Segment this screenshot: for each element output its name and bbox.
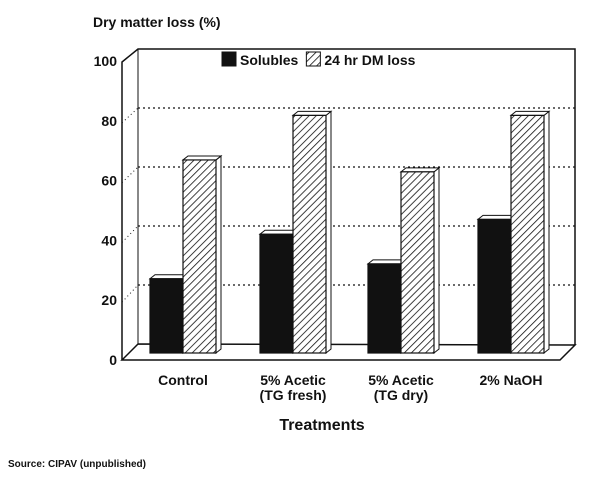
bar-dm-loss: [399, 166, 441, 355]
x-tick-label: 5% Acetic: [368, 372, 434, 388]
bar-top: [509, 110, 551, 116]
bar-top: [181, 155, 223, 161]
x-tick-label: (TG dry): [374, 387, 428, 403]
y-tick-label: 80: [101, 113, 117, 129]
bar-side: [215, 154, 222, 355]
bar-face: [292, 114, 327, 354]
x-tick-label: Control: [158, 372, 208, 388]
bar-face: [149, 278, 184, 354]
legend-swatch: [305, 51, 321, 67]
bar-face: [367, 263, 402, 354]
bar-side: [325, 110, 332, 355]
bar-face: [182, 159, 217, 354]
x-tick-label: 5% Acetic: [260, 372, 326, 388]
bars: [148, 110, 551, 355]
bar-top: [258, 229, 300, 235]
legend: Solubles 24 hr DM loss: [221, 51, 416, 68]
bar-top: [399, 167, 441, 173]
y-tick-label: 0: [109, 352, 117, 368]
legend-swatch: [221, 51, 237, 67]
y-tick-label: 100: [94, 53, 118, 69]
bar-face: [400, 171, 435, 354]
x-axis-title: Treatments: [279, 417, 364, 434]
gridline-side: [121, 225, 139, 243]
x-axis-ticks: Control 5% Acetic(TG fresh)5% Acetic(TG d…: [158, 372, 542, 403]
y-tick-label: 20: [101, 292, 117, 308]
y-axis-title: Dry matter loss (%): [93, 14, 221, 30]
bar-face: [477, 218, 512, 354]
bar-top: [291, 110, 333, 116]
floor: [120, 343, 577, 361]
x-tick-label: (TG fresh): [260, 387, 327, 403]
bar-face: [510, 114, 545, 354]
legend-label: Solubles: [240, 52, 299, 68]
bar-solubles: [148, 273, 190, 355]
bar-face: [259, 233, 294, 354]
bar-dm-loss: [291, 110, 333, 355]
bar-solubles: [258, 229, 300, 355]
bar-side: [433, 166, 440, 355]
bar-dm-loss: [181, 154, 223, 355]
gridline-side: [121, 107, 139, 124]
gridline-side: [121, 284, 139, 303]
bar-side: [543, 110, 550, 355]
legend-label: 24 hr DM loss: [324, 52, 415, 68]
y-axis-ticks: 0 20 40 60 80 100: [94, 53, 118, 368]
bar-top: [148, 274, 190, 280]
bar-solubles: [476, 214, 518, 355]
bar-dm-loss: [509, 110, 551, 355]
x-tick-label: 2% NaOH: [479, 372, 542, 388]
y-tick-label: 40: [101, 232, 117, 248]
bar-solubles: [366, 258, 408, 355]
y-tick-label: 60: [101, 173, 117, 189]
gridline-side: [121, 166, 139, 183]
chart-frame: [120, 48, 577, 361]
source-note: Source: CIPAV (unpublished): [8, 459, 146, 470]
